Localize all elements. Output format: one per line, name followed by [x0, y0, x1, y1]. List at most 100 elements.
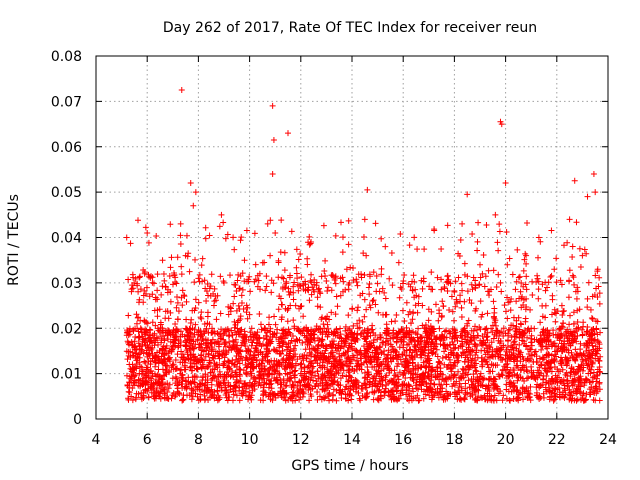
scatter-point [359, 392, 366, 399]
scatter-point [552, 372, 559, 379]
scatter-point [172, 356, 179, 363]
scatter-point [514, 246, 521, 253]
scatter-point [308, 360, 315, 367]
scatter-point [583, 360, 590, 367]
scatter-point [268, 289, 275, 296]
scatter-point [319, 359, 326, 366]
scatter-point [207, 292, 214, 299]
scatter-point [533, 278, 540, 285]
scatter-point [561, 394, 568, 401]
scatter-point [548, 352, 555, 359]
scatter-point [260, 384, 267, 391]
scatter-point [452, 344, 459, 351]
data-point [369, 298, 376, 305]
scatter-point [540, 394, 547, 401]
scatter-point [422, 344, 429, 351]
scatter-point [324, 287, 331, 294]
data-point [338, 352, 345, 359]
scatter-point [214, 330, 221, 337]
scatter-point [556, 326, 563, 333]
scatter-point [490, 377, 497, 384]
scatter-point [584, 304, 591, 311]
scatter-point [378, 265, 385, 272]
scatter-point [594, 294, 601, 301]
scatter-point [422, 369, 429, 376]
scatter-point [287, 348, 294, 355]
scatter-point [388, 396, 395, 403]
scatter-point [449, 383, 456, 390]
scatter-point [340, 278, 347, 285]
scatter-point [422, 343, 429, 350]
scatter-point [275, 359, 282, 366]
scatter-point [297, 361, 304, 368]
scatter-point [438, 381, 445, 388]
scatter-point [188, 385, 195, 392]
scatter-point [208, 381, 215, 388]
scatter-point [192, 390, 199, 397]
scatter-point [345, 367, 352, 374]
scatter-point [450, 374, 457, 381]
scatter-point [198, 315, 205, 322]
scatter-point [585, 279, 592, 286]
data-point [267, 252, 274, 259]
scatter-point [370, 297, 377, 304]
data-point [277, 334, 284, 341]
scatter-point [506, 372, 513, 379]
data-point [167, 288, 174, 295]
scatter-point [376, 344, 383, 351]
scatter-point [459, 370, 466, 377]
scatter-point [504, 294, 511, 301]
scatter-point [552, 318, 559, 325]
scatter-point [523, 385, 530, 392]
scatter-point [463, 339, 470, 346]
scatter-point [241, 383, 248, 390]
scatter-point [285, 340, 292, 347]
scatter-point [233, 392, 240, 399]
scatter-point [493, 284, 500, 291]
scatter-point [318, 374, 325, 381]
scatter-point [436, 358, 443, 365]
scatter-point [158, 375, 165, 382]
scatter-point [416, 373, 423, 380]
scatter-point [504, 315, 511, 322]
scatter-point [134, 282, 141, 289]
scatter-point [383, 327, 390, 334]
scatter-point [140, 336, 147, 343]
scatter-point [287, 302, 294, 309]
scatter-point [572, 388, 579, 395]
scatter-point [174, 365, 181, 372]
scatter-point [474, 238, 481, 245]
scatter-point [568, 379, 575, 386]
scatter-point [364, 330, 371, 337]
scatter-point [420, 372, 427, 379]
scatter-point [283, 280, 290, 287]
data-point [302, 338, 309, 345]
scatter-point [455, 352, 462, 359]
scatter-point [461, 260, 468, 267]
scatter-point [447, 330, 454, 337]
scatter-point [154, 296, 161, 303]
scatter-point [154, 271, 161, 278]
scatter-point [558, 281, 565, 288]
scatter-point [370, 339, 377, 346]
chart-title: Day 262 of 2017, Rate Of TEC Index for r… [163, 20, 537, 36]
scatter-point [345, 353, 352, 360]
scatter-point [238, 292, 245, 299]
scatter-point [440, 342, 447, 349]
scatter-point [547, 274, 554, 281]
scatter-point [550, 397, 557, 404]
data-point [231, 293, 238, 300]
scatter-point [187, 330, 194, 337]
scatter-point [591, 390, 598, 397]
scatter-point [257, 371, 264, 378]
scatter-point [547, 393, 554, 400]
scatter-point [248, 356, 255, 363]
scatter-point [294, 281, 301, 288]
scatter-point [292, 362, 299, 369]
scatter-point [251, 278, 258, 285]
scatter-point [316, 393, 323, 400]
scatter-point [131, 344, 138, 351]
scatter-point [452, 332, 459, 339]
scatter-point [503, 347, 510, 354]
scatter-point [415, 337, 422, 344]
